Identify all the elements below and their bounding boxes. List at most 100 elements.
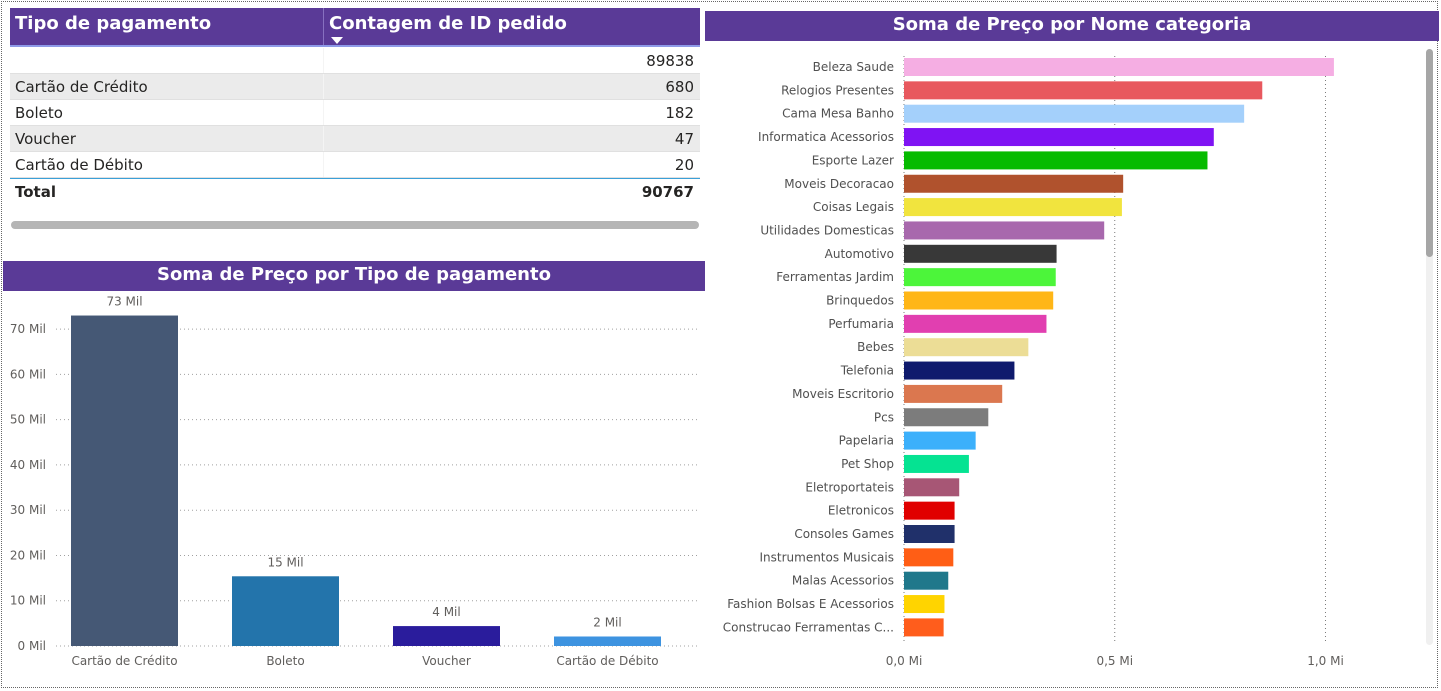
category-bar[interactable] xyxy=(904,618,944,637)
table-row[interactable]: Cartão de Crédito 680 xyxy=(10,74,700,100)
category-label: Papelaria xyxy=(839,434,894,448)
category-label: Informatica Acessorios xyxy=(758,130,894,144)
y-tick-label: 40 Mil xyxy=(10,458,46,472)
total-value: 90767 xyxy=(641,183,694,201)
category-label: Beleza Saude xyxy=(813,60,894,74)
column-divider xyxy=(323,74,324,99)
category-bar[interactable] xyxy=(904,314,1047,333)
row-payment-type: Boleto xyxy=(15,104,63,122)
category-label: Cama Mesa Banho xyxy=(782,107,894,121)
payment-count-table: Tipo de pagamento Contagem de ID pedido … xyxy=(10,8,700,233)
y-tick-label: 60 Mil xyxy=(10,367,46,381)
category-bar[interactable] xyxy=(904,595,945,614)
category-label: Moveis Decoracao xyxy=(784,177,894,191)
category-bar[interactable] xyxy=(904,128,1214,147)
row-order-count: 680 xyxy=(665,78,694,96)
category-bar[interactable] xyxy=(904,81,1263,100)
category-chart-scrollbar[interactable] xyxy=(1426,49,1433,257)
category-label: Malas Acessorios xyxy=(792,574,894,588)
sort-descending-icon[interactable] xyxy=(331,37,343,44)
category-label: Perfumaria xyxy=(828,317,894,331)
category-bar[interactable] xyxy=(904,384,1003,403)
row-payment-type: Voucher xyxy=(15,130,76,148)
bar-data-label: 4 Mil xyxy=(432,605,460,619)
category-label: Bebes xyxy=(857,340,894,354)
category-bar[interactable] xyxy=(904,151,1208,170)
column-divider xyxy=(323,100,324,125)
category-label: Coisas Legais xyxy=(813,200,894,214)
bar-data-label: 15 Mil xyxy=(267,555,303,569)
category-chart-title: Soma de Preço por Nome categoria xyxy=(705,11,1439,41)
category-label: Automotivo xyxy=(825,247,894,261)
category-bar[interactable] xyxy=(904,244,1057,263)
category-bar[interactable] xyxy=(904,198,1122,217)
category-label: Pcs xyxy=(874,410,894,424)
column-divider xyxy=(323,152,324,177)
bar-data-label: 73 Mil xyxy=(106,295,142,309)
x-category-label: Cartão de Crédito xyxy=(71,654,177,668)
table-row[interactable]: Boleto 182 xyxy=(10,100,700,126)
category-bar[interactable] xyxy=(904,525,955,543)
column-divider xyxy=(323,48,324,73)
category-bar[interactable] xyxy=(904,291,1054,310)
category-horizontal-bar-chart: 0,0 Mi 0,5 Mi 1,0 Mi Beleza Saude Relogios P… xyxy=(723,56,1344,668)
y-tick-label: 50 Mil xyxy=(10,413,46,427)
row-order-count: 47 xyxy=(674,130,694,148)
category-bar[interactable] xyxy=(904,221,1105,240)
category-bar[interactable] xyxy=(904,571,949,590)
category-label: Consoles Games xyxy=(794,527,894,541)
payment-chart-title: Soma de Preço por Tipo de pagamento xyxy=(3,261,705,291)
total-label: Total xyxy=(15,183,56,201)
y-tick-label: 70 Mil xyxy=(10,322,46,336)
category-bar[interactable] xyxy=(904,478,960,497)
category-label: Telefonia xyxy=(840,364,894,378)
category-bar[interactable] xyxy=(904,431,976,450)
y-tick-label: 0 Mil xyxy=(18,639,46,653)
category-label: Moveis Escritorio xyxy=(792,387,894,401)
category-bar[interactable] xyxy=(904,338,1029,357)
table-row[interactable]: 89838 xyxy=(10,48,700,74)
x-tick-label: 0,5 Mi xyxy=(1096,654,1133,668)
x-tick-label: 0,0 Mi xyxy=(886,654,923,668)
category-chart-scroll-track[interactable] xyxy=(1426,49,1433,645)
category-bar[interactable] xyxy=(904,454,969,473)
category-label: Pet Shop xyxy=(841,457,894,471)
bar[interactable] xyxy=(554,636,661,646)
category-label: Eletroportateis xyxy=(805,480,894,494)
row-payment-type: Cartão de Crédito xyxy=(15,78,148,96)
header-order-count[interactable]: Contagem de ID pedido xyxy=(323,8,700,45)
category-bar[interactable] xyxy=(904,548,954,567)
row-order-count: 182 xyxy=(665,104,694,122)
category-bar[interactable] xyxy=(904,268,1056,287)
y-tick-label: 10 Mil xyxy=(10,594,46,608)
category-bar[interactable] xyxy=(904,408,989,427)
table-horizontal-scrollbar[interactable] xyxy=(11,221,699,229)
category-bar[interactable] xyxy=(904,104,1245,123)
bar[interactable] xyxy=(232,576,339,646)
category-label: Esporte Lazer xyxy=(812,153,894,167)
table-row[interactable]: Cartão de Débito 20 xyxy=(10,152,700,178)
header-payment-type[interactable]: Tipo de pagamento xyxy=(15,13,212,34)
x-category-label: Boleto xyxy=(266,654,304,668)
row-payment-type: Cartão de Débito xyxy=(15,156,143,174)
category-bar[interactable] xyxy=(904,174,1124,193)
y-tick-label: 30 Mil xyxy=(10,503,46,517)
row-order-count: 20 xyxy=(674,156,694,174)
bar-data-label: 2 Mil xyxy=(593,615,621,629)
category-bar[interactable] xyxy=(904,58,1334,76)
x-category-label: Voucher xyxy=(422,654,471,668)
category-bar[interactable] xyxy=(904,501,955,520)
category-label: Eletronicos xyxy=(828,504,894,518)
category-label: Brinquedos xyxy=(826,294,894,308)
x-category-label: Cartão de Débito xyxy=(556,654,658,668)
bar[interactable] xyxy=(393,626,500,646)
y-tick-label: 20 Mil xyxy=(10,548,46,562)
category-bar[interactable] xyxy=(904,361,1015,380)
category-label: Construcao Ferramentas C... xyxy=(723,620,894,634)
table-row[interactable]: Voucher 47 xyxy=(10,126,700,152)
bar[interactable] xyxy=(71,315,178,646)
column-divider xyxy=(323,126,324,151)
category-label: Ferramentas Jardim xyxy=(776,270,894,284)
table-header: Tipo de pagamento Contagem de ID pedido xyxy=(10,8,700,47)
category-label: Fashion Bolsas E Acessorios xyxy=(727,597,894,611)
